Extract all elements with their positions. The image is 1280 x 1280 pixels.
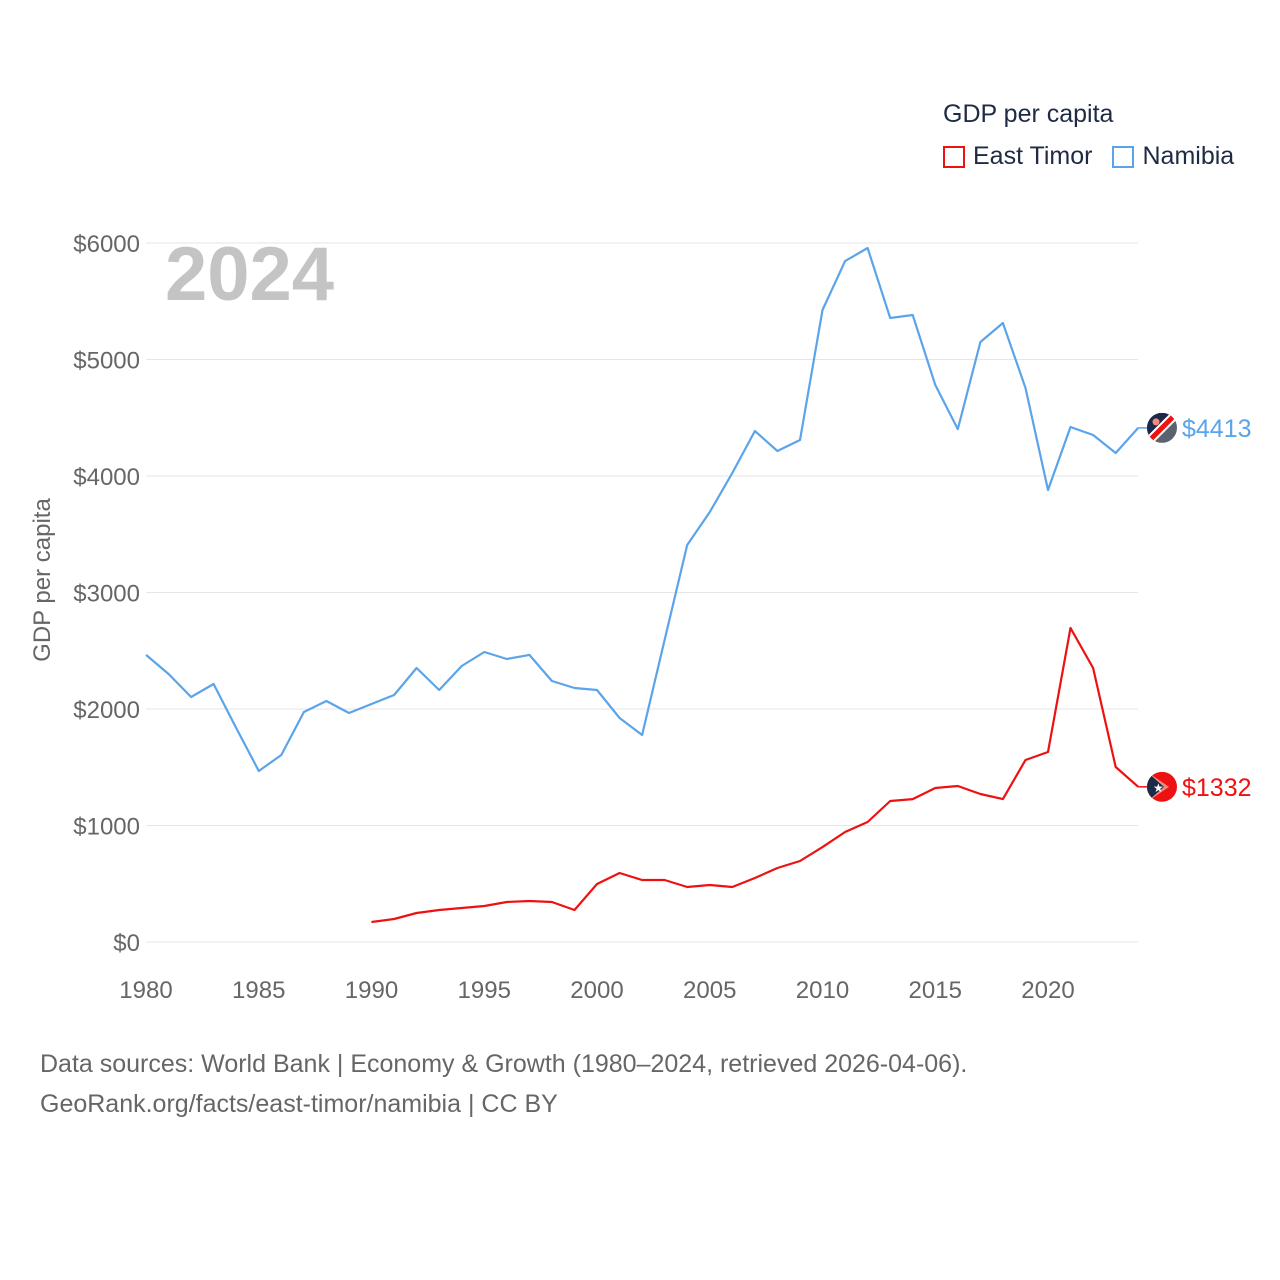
x-tick-label: 1995 — [458, 977, 511, 1004]
series-line-east-timor[interactable] — [371, 626, 1139, 924]
svg-text:★: ★ — [1153, 781, 1164, 795]
x-tick-label: 1985 — [232, 977, 285, 1004]
x-tick-label: 2000 — [570, 977, 623, 1004]
legend: East Timor Namibia — [943, 142, 1254, 171]
series-line-namibia[interactable] — [145, 246, 1140, 773]
namibia-flag-icon — [1147, 412, 1177, 443]
legend-item-east-timor[interactable]: East Timor — [943, 142, 1092, 171]
footer: Data sources: World Bank | Economy & Gro… — [40, 1044, 967, 1124]
y-tick-label: $4000 — [73, 464, 140, 491]
east-timor-flag-icon: ★ — [1147, 771, 1177, 802]
legend-label: East Timor — [973, 142, 1093, 170]
y-axis-label: GDP per capita — [29, 498, 56, 662]
x-tick-label: 2015 — [909, 977, 962, 1004]
legend-item-namibia[interactable]: Namibia — [1112, 142, 1234, 171]
x-tick-label: 2020 — [1021, 977, 1074, 1004]
year-watermark: 2024 — [165, 232, 334, 317]
y-tick-label: $3000 — [73, 581, 140, 608]
end-value-label: $1332 — [1182, 774, 1252, 802]
legend-label: Namibia — [1142, 142, 1235, 170]
end-value-label: $4413 — [1182, 415, 1252, 443]
legend-title: GDP per capita — [943, 100, 1114, 128]
source-link[interactable]: GeoRank.org/facts/east-timor/namibia | C… — [40, 1090, 558, 1118]
legend-swatch — [943, 145, 965, 168]
y-tick-label: $5000 — [73, 348, 140, 375]
y-tick-label: $6000 — [73, 231, 140, 258]
x-tick-label: 2010 — [796, 977, 849, 1004]
y-tick-label: $2000 — [73, 697, 140, 724]
x-tick-label: 1980 — [119, 977, 172, 1004]
x-tick-label: 2005 — [683, 977, 736, 1004]
x-tick-label: 1990 — [345, 977, 398, 1004]
data-source-text: Data sources: World Bank | Economy & Gro… — [40, 1050, 968, 1078]
y-tick-label: $0 — [113, 930, 140, 957]
y-tick-label: $1000 — [73, 814, 140, 841]
legend-swatch — [1112, 145, 1135, 168]
